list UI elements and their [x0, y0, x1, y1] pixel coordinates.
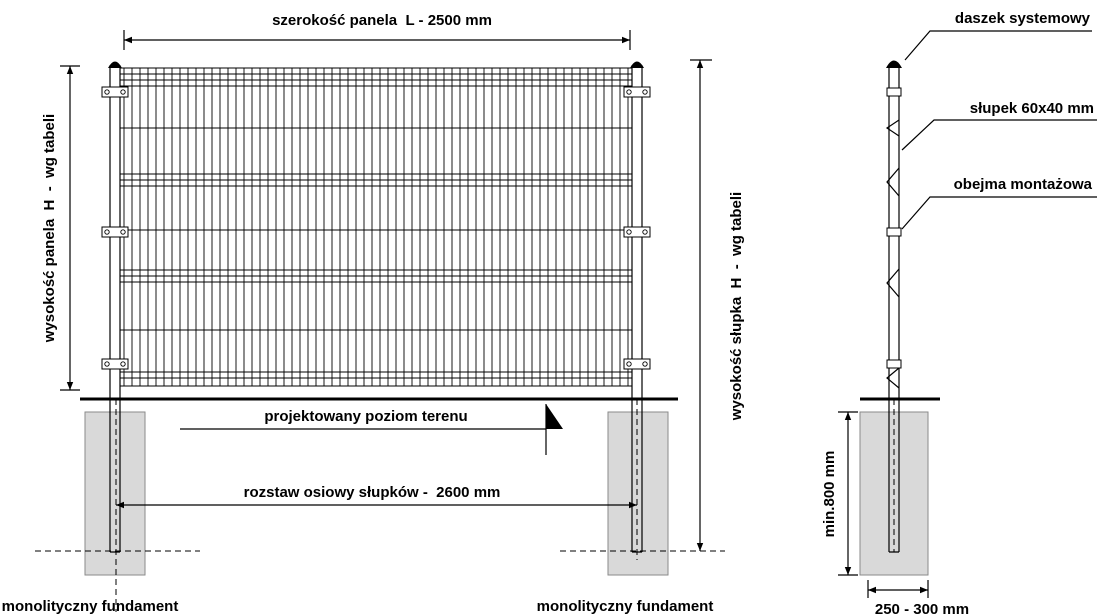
- post-side-cap: [886, 61, 902, 69]
- mounting-clamps: [102, 87, 650, 369]
- clamp-bolt: [121, 362, 125, 366]
- panel-width-label: szerokość panela L - 2500 mm: [272, 12, 492, 29]
- panel-mesh: [120, 68, 632, 386]
- clamp-bolt: [105, 90, 109, 94]
- embed-depth-label: min.800 mm: [821, 451, 838, 538]
- foundation-right-label: monolityczny fundament: [537, 598, 714, 615]
- clamp-label: obejma montażowa: [954, 176, 1093, 193]
- cap-label: daszek systemowy: [955, 10, 1091, 27]
- post-left-cap: [108, 62, 122, 69]
- post-leader: [902, 120, 1097, 150]
- clamp-bolt: [643, 90, 647, 94]
- clamp-bolt: [643, 362, 647, 366]
- clamp-bolt: [627, 230, 631, 234]
- panel-height-label: wysokość panela H - wg tabeli: [41, 114, 58, 343]
- ground-level-label: projektowany poziom terenu: [264, 408, 467, 425]
- post-height-label: wysokość słupka H - wg tabeli: [728, 192, 745, 421]
- post-spacing-label: rozstaw osiowy słupków - 2600 mm: [244, 484, 501, 501]
- post-label: słupek 60x40 mm: [970, 100, 1094, 117]
- side-mounting-clamp: [887, 228, 901, 236]
- foundation-width-label: 250 - 300 mm: [875, 601, 969, 616]
- clamp-bolt: [643, 230, 647, 234]
- side-mounting-clamp: [887, 88, 901, 96]
- clamp-bolt: [121, 230, 125, 234]
- side-mounting-clamp: [887, 360, 901, 368]
- clamp-bolt: [105, 230, 109, 234]
- clamp-bolt: [105, 362, 109, 366]
- post-right-cap: [630, 62, 644, 69]
- foundation-right: [608, 412, 668, 575]
- cap-leader: [905, 31, 1092, 60]
- clamp-bolt: [627, 90, 631, 94]
- clamp-bolt: [627, 362, 631, 366]
- ground-level-flag: [546, 404, 563, 429]
- clamp-leader: [902, 197, 1097, 229]
- clamp-bolt: [121, 90, 125, 94]
- foundation-left-label: monolityczny fundament: [2, 598, 179, 615]
